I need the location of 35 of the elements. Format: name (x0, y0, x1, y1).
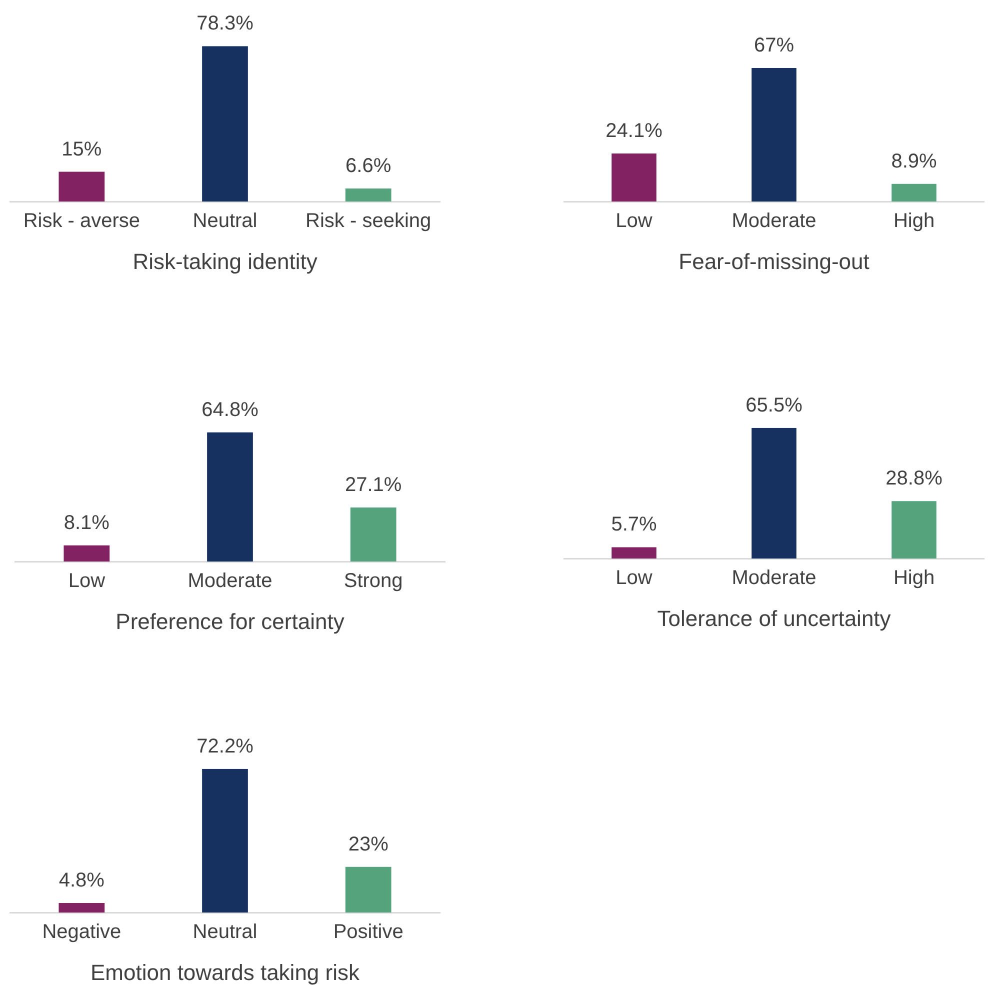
x-tick-label: Strong (344, 570, 403, 592)
x-axis-title: Risk-taking identity (132, 248, 318, 274)
data-label: 67% (754, 34, 794, 57)
data-label: 23% (348, 833, 389, 856)
data-label: 27.1% (344, 474, 402, 496)
x-tick-label: Low (616, 567, 653, 590)
x-tick-label: Moderate (732, 567, 816, 590)
x-tick-label: Risk - seeking (306, 210, 432, 232)
x-tick-label: Neutral (192, 921, 258, 944)
data-label: 24.1% (606, 120, 663, 142)
x-axis-title: Fear-of-missing-out (678, 248, 870, 274)
x-tick-label: High (893, 567, 935, 590)
data-label: 64.8% (202, 398, 259, 421)
x-tick-label: Moderate (732, 210, 816, 232)
x-axis-title: Tolerance of uncertainty (657, 606, 891, 631)
x-axis-title: Preference for certainty (116, 608, 344, 634)
data-label: 15% (62, 138, 102, 160)
data-label: 6.6% (346, 155, 392, 178)
data-label: 65.5% (746, 394, 803, 416)
data-label: 8.1% (64, 512, 110, 534)
x-tick-label: Risk - averse (23, 210, 140, 232)
x-tick-label: Low (616, 210, 653, 232)
x-tick-label: Neutral (192, 210, 258, 232)
x-tick-label: Low (68, 570, 106, 592)
data-label: 72.2% (196, 735, 254, 758)
data-label: 28.8% (886, 468, 943, 490)
x-tick-label: Positive (333, 921, 404, 944)
data-label: 8.9% (891, 150, 938, 172)
data-label: 78.3% (196, 12, 254, 35)
x-tick-label: Moderate (188, 570, 272, 592)
x-tick-label: Negative (42, 921, 122, 944)
x-axis-title: Emotion towards taking risk (90, 960, 360, 985)
data-label: 4.8% (58, 870, 105, 892)
data-label: 5.7% (611, 514, 658, 536)
x-tick-label: High (893, 210, 935, 232)
